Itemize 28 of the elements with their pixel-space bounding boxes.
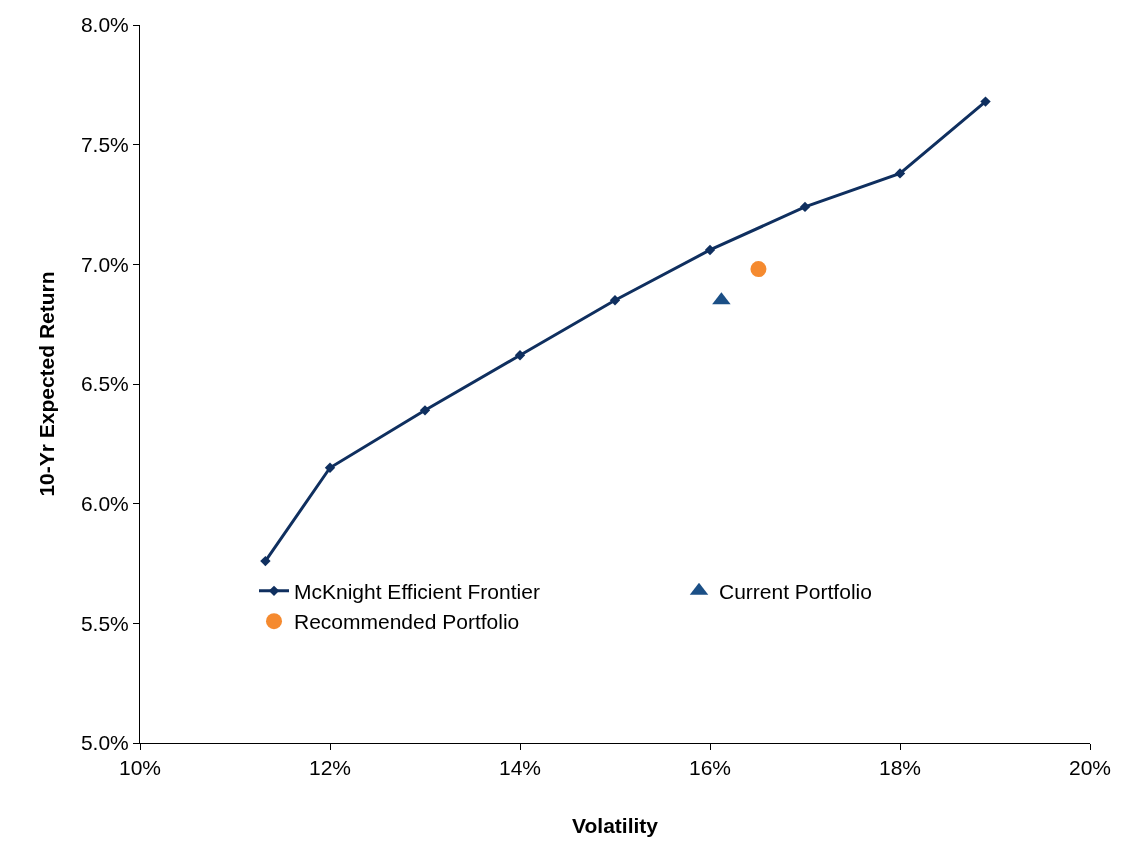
y-tick-label: 6.5%	[80, 372, 129, 396]
legend-label: Current Portfolio	[719, 580, 872, 604]
y-tick-label: 7.5%	[80, 133, 129, 157]
x-tick-label: 18%	[878, 756, 922, 780]
point	[260, 555, 271, 567]
point	[799, 201, 811, 213]
y-tick-label: 7.0%	[80, 252, 129, 276]
x-axis-title: Volatility	[572, 814, 659, 838]
x-tick-label: 12%	[308, 756, 352, 780]
x-tick-label: 14%	[498, 756, 542, 780]
y-tick-label: 5.5%	[80, 611, 129, 635]
point	[324, 462, 336, 473]
y-tick-label: 8.0%	[80, 13, 129, 37]
x-tick-label: 10%	[118, 756, 162, 780]
point	[419, 405, 431, 416]
x-tick-label: 20%	[1068, 756, 1112, 780]
y-tick-label: 6.0%	[80, 492, 129, 516]
point	[894, 168, 906, 179]
point	[609, 295, 621, 306]
legend-label: Recommended Portfolio	[294, 610, 520, 634]
y-axis-title: 10-Yr Expected Return	[35, 271, 59, 497]
y-tick-label: 5.0%	[80, 731, 129, 755]
x-tick-label: 16%	[688, 756, 732, 780]
point	[704, 244, 716, 256]
point	[750, 261, 767, 278]
point	[980, 96, 991, 107]
point	[514, 350, 526, 361]
legend-label: McKnight Efficient Frontier	[294, 580, 540, 604]
